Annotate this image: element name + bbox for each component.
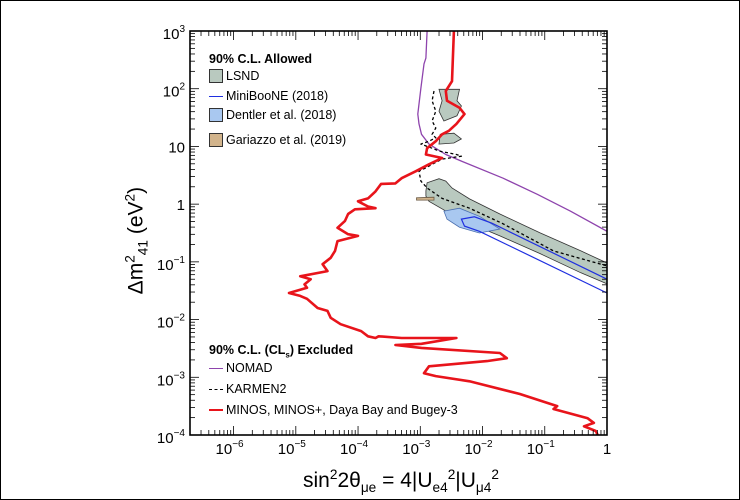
y-tick-label-base: 10	[157, 372, 174, 389]
series-line-2	[287, 31, 599, 435]
y-tick-label-base: 10	[157, 257, 174, 274]
x-tick-label-base: 10	[527, 441, 544, 458]
legend-label-dentler: Dentler et al. (2018)	[226, 108, 337, 122]
x-tick-label: 1	[603, 441, 611, 458]
legend-excluded-title: 90% C.L. (CLs) Excluded	[209, 343, 353, 360]
y-tick-label-exp: 2	[179, 82, 185, 93]
y-tick-label: 10	[168, 139, 185, 156]
miniboone-line-swatch	[209, 95, 223, 97]
legend-item-karmen: KARMEN2	[209, 382, 286, 396]
legend-item-minos: MINOS, MINOS+, Daya Bay and Bugey-3	[209, 403, 458, 417]
legend-label-miniboone: MiniBooNE (2018)	[226, 89, 329, 103]
y-tick-label-exp: −2	[174, 313, 186, 324]
contour-miniboone	[460, 216, 607, 294]
karmen-line-swatch	[209, 388, 223, 390]
nomad-line-swatch	[209, 367, 223, 369]
y-tick-label-exp: −3	[174, 370, 186, 381]
y-tick-label: 10−1	[157, 255, 186, 274]
x-tick-label-exp: −3	[419, 439, 431, 450]
x-tick-label-exp: −6	[232, 439, 244, 450]
legend-label-minos: MINOS, MINOS+, Daya Bay and Bugey-3	[226, 403, 458, 417]
y-axis-label: Δm241 (eV2)	[122, 186, 151, 295]
region-0-polygon-1	[438, 88, 462, 122]
x-tick-label: 10−1	[527, 439, 556, 458]
dentler-swatch	[209, 108, 223, 122]
y-tick-label: 103	[163, 24, 186, 43]
x-axis-label: sin22θμe = 4|Ue42|Uμ42	[303, 467, 499, 496]
legend-item-lsnd: LSND	[209, 69, 259, 83]
y-tick-label: 1	[177, 197, 185, 214]
region-0-polygon-2	[438, 132, 463, 145]
y-tick-label-exp: 3	[179, 24, 185, 35]
series-line-1	[418, 90, 607, 267]
excluded-title-pre: 90% C.L. (CL	[209, 343, 286, 357]
x-tick-label-base: 10	[464, 441, 481, 458]
x-tick-label-exp: −4	[357, 439, 369, 450]
plot-frame	[189, 30, 608, 436]
x-tick-label: 10−5	[278, 439, 307, 458]
x-tick-label: 10−6	[216, 439, 245, 458]
x-tick-label: 10−4	[340, 439, 369, 458]
minos-line-swatch	[209, 409, 223, 411]
y-tick-label-base: 10	[163, 84, 180, 101]
plot-area	[287, 31, 607, 435]
legend-item-miniboone: MiniBooNE (2018)	[209, 89, 328, 103]
legend-label-lsnd: LSND	[226, 69, 260, 83]
x-tick-label-base: 10	[216, 441, 233, 458]
y-tick-label: 10−4	[157, 428, 186, 447]
gariazzo-swatch	[209, 133, 223, 147]
y-tick-label-exp: −4	[174, 428, 186, 439]
legend-item-dentler: Dentler et al. (2018)	[209, 108, 336, 122]
legend-label-karmen: KARMEN2	[226, 382, 287, 396]
x-tick-label-base: 10	[402, 441, 419, 458]
y-tick-label-exp: −1	[174, 255, 186, 266]
legend-label-nomad: NOMAD	[226, 361, 273, 375]
x-tick-label-exp: −2	[481, 439, 493, 450]
lsnd-swatch	[209, 69, 223, 83]
x-tick-label: 10−3	[402, 439, 431, 458]
legend-item-gariazzo: Gariazzo et al. (2019)	[209, 133, 346, 147]
legend-allowed-title: 90% C.L. Allowed	[209, 52, 313, 66]
y-tick-label-base: 10	[157, 315, 174, 332]
region-1-polygon-0	[443, 207, 501, 234]
y-tick-label-base: 10	[163, 26, 180, 43]
x-tick-label-base: 10	[340, 441, 357, 458]
excluded-title-post: ) Excluded	[289, 343, 354, 357]
legend-item-nomad: NOMAD	[209, 361, 273, 375]
y-tick-label: 102	[163, 82, 186, 101]
legend-label-gariazzo: Gariazzo et al. (2019)	[226, 133, 347, 147]
x-tick-label: 10−2	[464, 439, 493, 458]
y-tick-label-base: 1	[177, 197, 185, 214]
y-tick-label-base: 10	[157, 430, 174, 447]
x-tick-label-exp: −5	[294, 439, 306, 450]
x-tick-label-base: 10	[278, 441, 295, 458]
y-tick-label-base: 10	[168, 139, 185, 156]
region-2-polygon-0	[416, 196, 435, 201]
x-tick-label-exp: −1	[543, 439, 555, 450]
excluded-title-sub: s	[285, 350, 290, 360]
series-line-0	[417, 31, 607, 232]
y-tick-label: 10−2	[157, 313, 186, 332]
x-tick-label-base: 1	[603, 441, 611, 458]
y-tick-label: 10−3	[157, 370, 186, 389]
